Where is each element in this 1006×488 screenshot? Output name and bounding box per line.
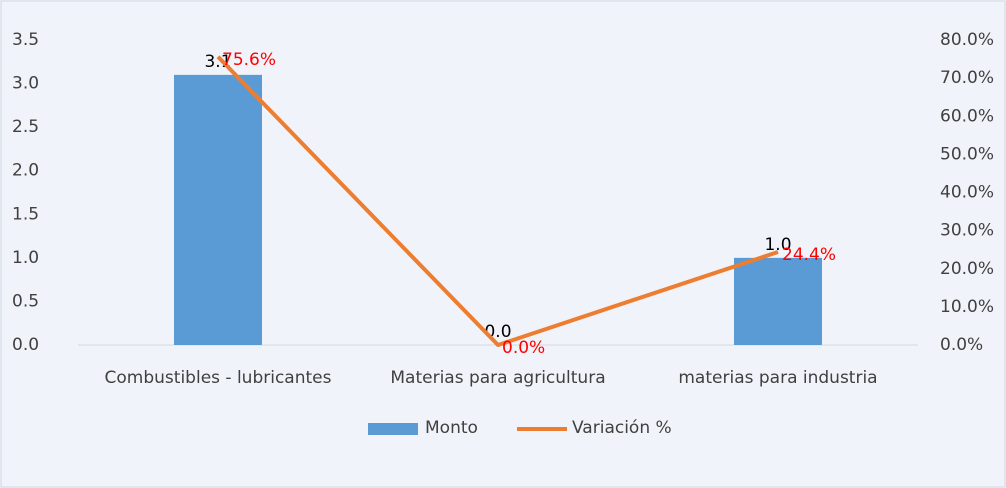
legend-swatch xyxy=(368,423,418,435)
y2-tick-label: 50.0% xyxy=(940,144,994,164)
y-tick-label: 0.0 xyxy=(12,335,39,355)
y2-tick-label: 30.0% xyxy=(940,221,994,241)
y2-tick-label: 80.0% xyxy=(940,30,994,50)
data-label: 75.6% xyxy=(222,50,276,70)
y-tick-label: 1.5 xyxy=(12,204,39,224)
legend-label: Variación % xyxy=(572,418,672,438)
y2-tick-label: 0.0% xyxy=(940,335,983,355)
y2-tick-label: 60.0% xyxy=(940,106,994,126)
y-tick-label: 1.0 xyxy=(12,248,39,268)
data-label: 0.0% xyxy=(502,338,545,358)
y2-tick-label: 70.0% xyxy=(940,68,994,88)
legend-label: Monto xyxy=(425,418,478,438)
y-tick-label: 3.5 xyxy=(12,30,39,50)
data-label: 3.1 xyxy=(204,52,231,72)
x-tick-label: Combustibles - lubricantes xyxy=(105,368,332,388)
line xyxy=(216,55,779,347)
data-label: 1.0 xyxy=(764,235,791,255)
bar xyxy=(174,74,262,345)
bar xyxy=(734,257,822,345)
y-tick-label: 0.5 xyxy=(12,291,39,311)
y-tick-label: 2.0 xyxy=(12,161,39,181)
y2-tick-label: 10.0% xyxy=(940,297,994,317)
x-tick-label: materias para industria xyxy=(678,368,877,388)
y2-tick-label: 40.0% xyxy=(940,183,994,203)
y-tick-label: 2.5 xyxy=(12,117,39,137)
y2-tick-label: 20.0% xyxy=(940,259,994,279)
data-label: 24.4% xyxy=(782,245,836,265)
y-tick-label: 3.0 xyxy=(12,74,39,94)
x-tick-label: Materias para agricultura xyxy=(390,368,605,388)
